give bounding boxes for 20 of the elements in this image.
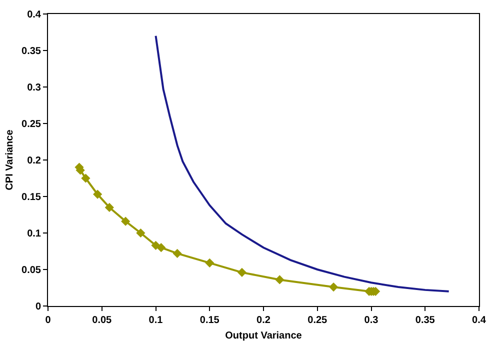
x-tick-label: 0.25 [308,315,328,326]
y-tick-label: 0 [35,302,42,312]
x-tick-label: 0 [45,315,52,326]
x-tick-label: 0.15 [200,315,220,326]
x-axis-title: Output Variance [225,330,302,342]
x-tick-label: 0.3 [364,315,379,326]
x-tick-label: 0.35 [415,315,436,326]
y-tick-label: 0.2 [27,156,42,166]
y-tick-label: 0.35 [22,46,42,57]
x-tick-label: 0.2 [256,315,271,326]
x-tick-label: 0.4 [472,315,486,326]
x-tick-label: 0.1 [148,315,164,326]
y-tick-label: 0.4 [27,10,42,20]
y-axis-title: CPI Variance [4,129,16,190]
y-tick-label: 0.3 [27,82,42,94]
x-tick-label: 0.05 [92,315,112,326]
y-tick-label: 0.15 [22,192,42,203]
y-tick-label: 0.1 [27,228,42,240]
y-tick-label: 0.25 [22,119,42,130]
y-tick-label: 0.05 [22,265,42,276]
